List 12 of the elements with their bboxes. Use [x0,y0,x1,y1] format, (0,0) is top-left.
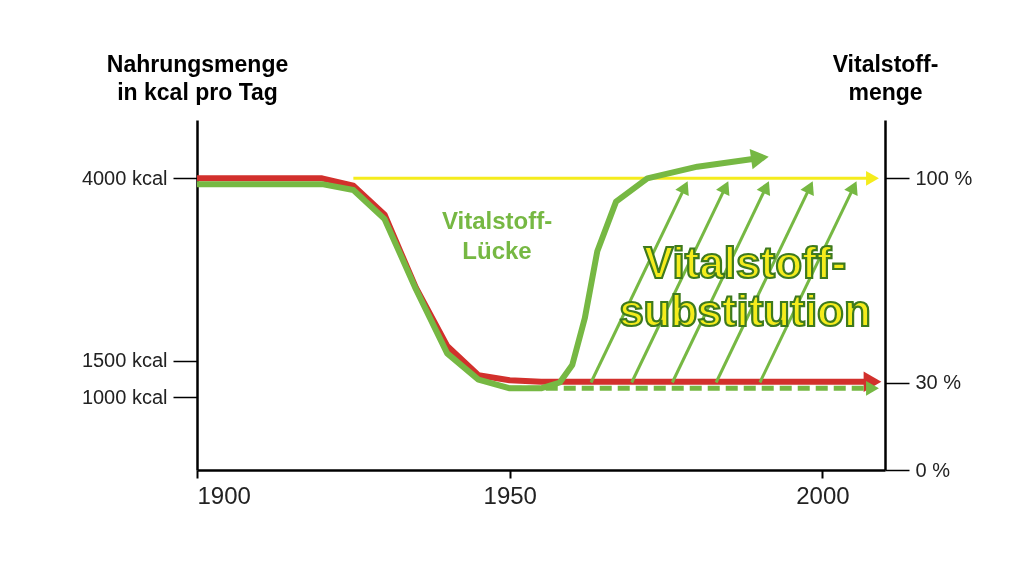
y2-tick-label: 100 % [915,166,973,189]
y-tick-label: 4000 kcal [81,166,168,189]
y-tick-label: 1000 kcal [81,385,168,408]
y2-axis-title: Vitalstoff- menge [832,50,939,105]
y-axis-title: Nahrungsmenge in kcal pro Tag [106,50,289,105]
annotation: Vitalstoff- Lücke [441,207,553,264]
x-tick-label: 1950 [483,481,537,509]
x-tick-label: 2000 [796,481,850,509]
y2-tick-label: 0 % [915,458,951,481]
x-tick-label: 1900 [197,481,251,509]
y-tick-label: 1500 kcal [81,349,168,372]
y2-tick-label: 30 % [915,371,962,393]
